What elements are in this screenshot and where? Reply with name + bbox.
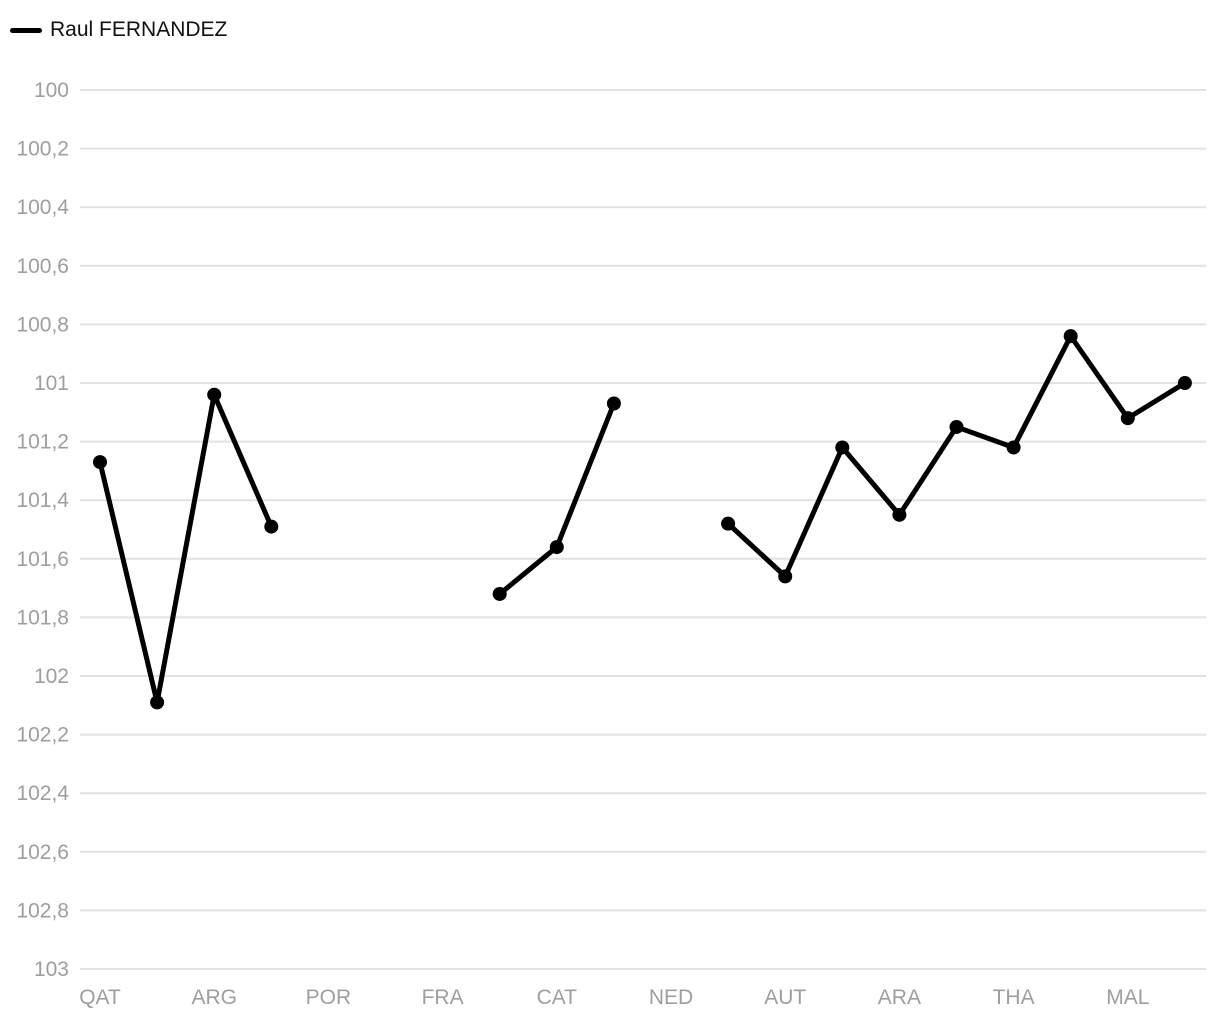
data-point <box>549 540 564 555</box>
x-tick-label: CAT <box>537 986 578 1009</box>
x-tick-label: NED <box>649 986 693 1009</box>
y-tick-label: 101,8 <box>16 606 69 629</box>
data-point <box>207 387 222 402</box>
data-point <box>721 516 736 531</box>
y-tick-label: 100,2 <box>16 138 69 161</box>
y-tick-label: 102,6 <box>16 841 69 864</box>
data-point <box>1177 376 1192 390</box>
y-tick-label: 102,8 <box>16 899 69 922</box>
data-point <box>150 695 165 710</box>
data-point <box>93 455 107 470</box>
legend: Raul FERNANDEZ <box>10 18 227 42</box>
data-point <box>1006 440 1021 455</box>
data-point <box>492 586 507 601</box>
y-tick-label: 101,2 <box>16 431 69 454</box>
data-point <box>606 396 621 411</box>
y-tick-label: 103 <box>34 958 69 981</box>
x-tick-label: QAT <box>79 986 121 1009</box>
y-tick-label: 100,4 <box>16 196 69 219</box>
legend-label: Raul FERNANDEZ <box>50 18 228 41</box>
series-line <box>725 333 1188 579</box>
data-point <box>1063 329 1078 344</box>
y-tick-label: 101 <box>34 372 69 395</box>
y-tick-label: 102,2 <box>16 724 69 747</box>
data-point <box>892 507 907 522</box>
x-tick-label: AUT <box>764 986 806 1009</box>
y-tick-label: 102,4 <box>16 782 69 805</box>
x-tick-label: POR <box>306 986 352 1009</box>
y-tick-label: 101,4 <box>16 489 69 512</box>
y-tick-label: 101,6 <box>16 548 69 571</box>
y-tick-label: 100,6 <box>16 255 69 278</box>
y-tick-label: 100,8 <box>16 313 69 336</box>
x-tick-label: ARA <box>878 986 921 1009</box>
legend-swatch <box>10 27 42 33</box>
data-point <box>778 569 793 584</box>
y-tick-label: 100 <box>34 79 69 102</box>
data-point <box>835 440 850 455</box>
x-tick-label: MAL <box>1106 986 1149 1009</box>
y-tick-label: 102 <box>34 665 69 688</box>
series-line <box>97 392 274 705</box>
series-line <box>497 401 617 597</box>
x-tick-label: FRA <box>422 986 464 1009</box>
data-point <box>1120 411 1135 426</box>
data-point <box>949 419 964 434</box>
data-point <box>264 519 279 534</box>
x-tick-label: THA <box>993 986 1035 1009</box>
x-tick-label: ARG <box>191 986 237 1009</box>
